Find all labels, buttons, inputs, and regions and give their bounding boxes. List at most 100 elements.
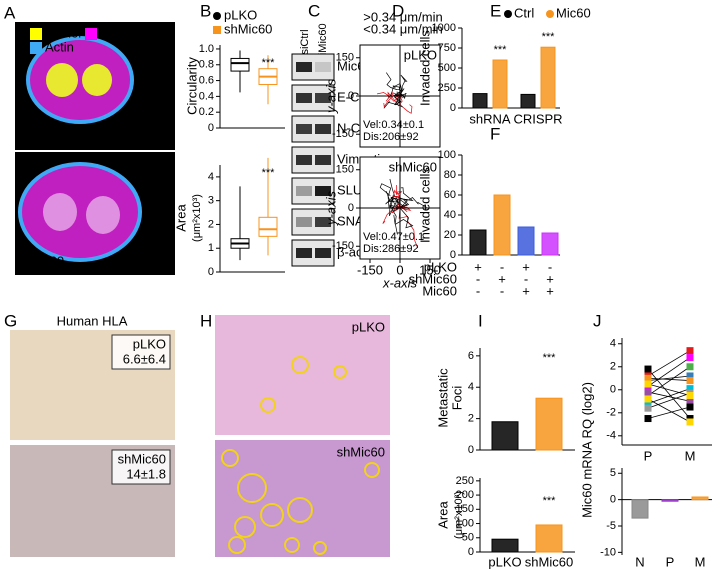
condition-mark: -	[524, 271, 528, 286]
y-tick-label: 4	[468, 381, 474, 393]
x-tick-label: P	[666, 554, 675, 569]
y-tick-label: 5	[610, 467, 616, 479]
legend-marker	[213, 12, 221, 20]
y-tick-label: 2	[208, 218, 214, 230]
y-tick-label: 0	[348, 202, 354, 214]
condition-mark: +	[498, 271, 506, 286]
panel-letter: H	[200, 311, 212, 330]
label: pLKO	[352, 319, 385, 334]
point	[644, 388, 652, 396]
y-tick-label: -10	[600, 546, 616, 558]
nucleus	[86, 196, 120, 234]
y-tick-label: 1000	[432, 22, 456, 34]
y-tick-label: 0.2	[199, 106, 214, 118]
nucleus	[46, 63, 78, 97]
y-tick-label: 0	[610, 494, 616, 506]
legend-swatch	[30, 42, 42, 54]
label: Area	[435, 501, 450, 529]
y-tick-label: 500	[438, 62, 456, 74]
significance: ***	[543, 352, 557, 364]
blot-band	[296, 62, 312, 72]
condition-label: shMic60	[409, 271, 457, 286]
label: siCtrl	[299, 29, 311, 54]
label-box	[111, 449, 171, 485]
label: y-axis	[323, 79, 338, 114]
y-tick-label: 40	[444, 209, 456, 221]
track	[394, 95, 402, 106]
significance: ***	[494, 44, 508, 56]
y-tick-label: -4	[606, 430, 616, 442]
bar	[540, 46, 556, 109]
track	[399, 74, 408, 97]
y-tick-label: 0.6	[199, 74, 214, 86]
point	[686, 385, 694, 393]
bar	[493, 194, 511, 256]
label: x-axis	[382, 275, 417, 290]
legend-swatch	[85, 28, 97, 40]
y-tick-label: -150	[332, 128, 354, 140]
bar	[691, 496, 709, 501]
y-tick-label: 250	[438, 82, 456, 94]
y-tick-label: 2	[468, 413, 474, 425]
y-tick-label: 4	[208, 171, 214, 183]
panel-letter: D	[392, 1, 404, 20]
panel-letter: C	[308, 1, 320, 20]
label: Invaded cells	[417, 167, 432, 243]
stat-label: Dis:206±92	[363, 131, 419, 143]
pair-line	[647, 375, 691, 381]
condition-mark: -	[500, 283, 504, 298]
condition-mark: -	[548, 259, 552, 274]
point	[644, 400, 652, 408]
track	[385, 178, 401, 209]
pair-line	[647, 350, 691, 377]
y-tick-label: 2	[610, 361, 616, 373]
panel-letter: F	[490, 124, 500, 143]
nucleus	[43, 193, 77, 231]
blot-band	[296, 155, 312, 165]
condition-mark: -	[476, 283, 480, 298]
point	[644, 380, 652, 388]
stat-label: Dis:286±92	[363, 243, 419, 255]
label: Human HLA	[57, 313, 128, 328]
pair-line	[647, 388, 691, 404]
image-label: siMic60	[20, 253, 64, 268]
bar	[535, 397, 563, 451]
y-tick-label: 3	[208, 195, 214, 207]
condition-label: Mic60	[422, 283, 457, 298]
significance: ***	[262, 167, 276, 179]
condition-mark: +	[474, 259, 482, 274]
bar	[661, 499, 679, 502]
cell	[18, 162, 142, 262]
bar	[520, 93, 536, 109]
point	[686, 363, 694, 371]
blot-band	[296, 186, 312, 196]
track	[392, 184, 401, 209]
legend-label: Mic60	[556, 5, 591, 20]
point	[686, 347, 694, 355]
histology-image	[215, 315, 390, 435]
label: Circularity	[184, 57, 199, 115]
point	[686, 354, 694, 362]
stat-label: Vel:0.47±0.1	[363, 231, 424, 243]
y-tick-label: 20	[444, 229, 456, 241]
point	[686, 397, 694, 405]
label: Area	[173, 204, 188, 232]
x-tick-label: -150	[357, 262, 383, 277]
x-tick-label: M	[685, 448, 696, 463]
y-tick-label: 80	[444, 169, 456, 181]
track	[399, 187, 414, 209]
blot-band	[315, 93, 331, 103]
legend-marker	[546, 10, 554, 18]
y-tick-label: 250	[456, 475, 474, 487]
point	[686, 372, 694, 380]
point	[644, 404, 652, 412]
pair-line	[647, 391, 691, 402]
y-tick-label: 200	[456, 489, 474, 501]
pair-line	[647, 398, 691, 423]
blot-band	[315, 124, 331, 134]
plot-label: shMic60	[389, 159, 437, 174]
x-tick-label: 150	[419, 262, 441, 277]
pair-line	[647, 377, 691, 381]
plot-label: pLKO	[404, 47, 437, 62]
label: (μm²x10³)	[453, 491, 465, 539]
